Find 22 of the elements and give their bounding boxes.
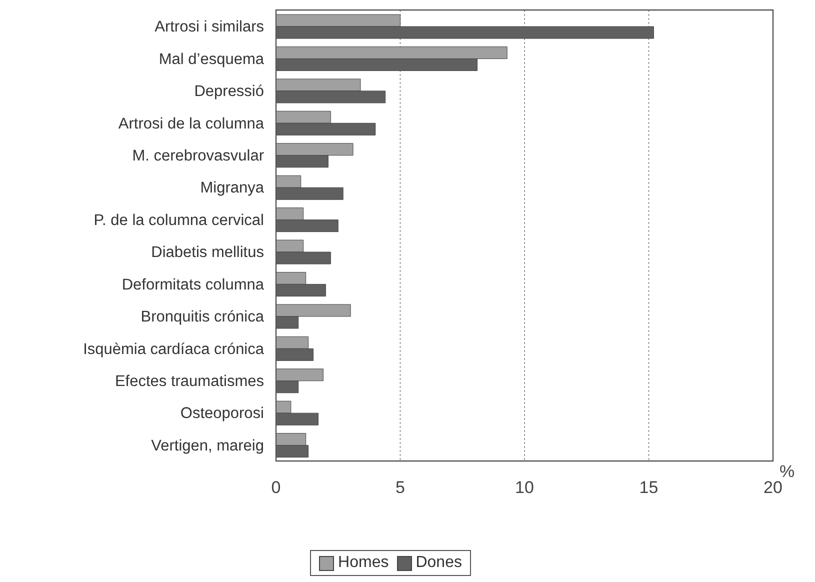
x-tick-label: 5: [396, 478, 405, 498]
y-tick-label: Artrosi de la columna: [118, 115, 264, 132]
y-tick-label: M. cerebrovasvular: [132, 147, 264, 164]
legend-label: Homes: [337, 554, 389, 572]
y-tick-label: Osteoporosi: [180, 405, 264, 422]
x-tick-label: 0: [271, 478, 281, 498]
x-tick-label: 10: [515, 478, 534, 498]
y-tick-label: Diabetis mellitus: [151, 244, 264, 262]
y-tick-label: Efectes traumatismes: [114, 372, 264, 390]
y-tick-label: Artrosi i similars: [154, 18, 264, 36]
y-tick-label: Migranya: [200, 180, 264, 197]
x-tick-label: 20: [764, 478, 782, 498]
y-tick-label: Vertigen, mareig: [151, 437, 264, 454]
y-tick-label: Depressió: [194, 83, 264, 100]
y-tick-label: Deformitats columna: [122, 276, 264, 294]
y-tick-label: Mal d’esquema: [158, 50, 264, 68]
y-tick-label: P. de la columna cervical: [94, 212, 264, 229]
legend-label: Dones: [414, 554, 462, 572]
x-tick-label: 15: [639, 478, 658, 498]
y-tick-label: Isquèmia cardíaca crónica: [83, 340, 264, 358]
x-axis-title: %: [779, 462, 795, 481]
y-tick-label: Bronquitis crónica: [140, 308, 264, 326]
